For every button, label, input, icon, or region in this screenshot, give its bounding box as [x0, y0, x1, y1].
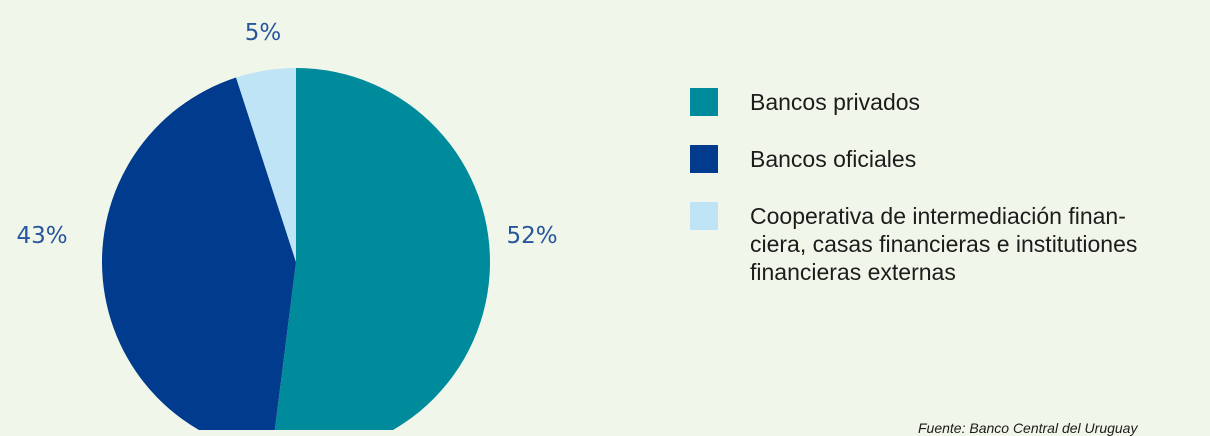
- legend-swatch-cooperativa: [690, 202, 718, 230]
- legend: Bancos privados Bancos oficiales Coopera…: [690, 88, 1210, 315]
- legend-swatch-bancos-oficiales: [690, 145, 718, 173]
- pie-label-1: 43%: [16, 223, 67, 249]
- pie-slice-2: [236, 68, 296, 262]
- legend-swatch-bancos-privados: [690, 88, 718, 116]
- legend-label-cooperativa: Cooperativa de intermediación finan-cier…: [750, 203, 1138, 285]
- source-note: Fuente: Banco Central del Uruguay: [918, 420, 1138, 436]
- legend-label-bancos-privados: Bancos privados: [750, 89, 921, 115]
- pie-label-2: 5%: [245, 20, 282, 46]
- legend-item-bancos-privados: Bancos privados: [690, 88, 1210, 116]
- legend-label-bancos-oficiales: Bancos oficiales: [750, 146, 917, 172]
- pie-slice-0: [274, 68, 490, 430]
- pie-slice-1: [102, 77, 296, 430]
- legend-item-cooperativa: Cooperativa de intermediación finan-cier…: [690, 202, 1210, 286]
- pie-label-0: 52%: [506, 223, 557, 249]
- legend-item-bancos-oficiales: Bancos oficiales: [690, 145, 1210, 173]
